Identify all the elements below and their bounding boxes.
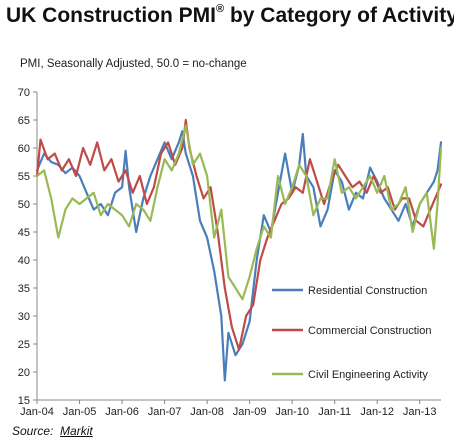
y-tick-label: 45 bbox=[18, 227, 30, 239]
chart-subtitle: PMI, Seasonally Adjusted, 50.0 = no-chan… bbox=[20, 58, 247, 70]
chart-title-suffix: by Category of Activity bbox=[224, 4, 454, 27]
x-tick-label: Jan-09 bbox=[233, 406, 267, 418]
y-tick-label: 60 bbox=[18, 143, 30, 155]
x-tick-label: Jan-07 bbox=[148, 406, 182, 418]
source-name: Markit bbox=[60, 424, 93, 438]
y-tick-label: 65 bbox=[18, 115, 30, 127]
chart-series-lines bbox=[35, 118, 443, 382]
chart-title-text: UK Construction PMI bbox=[6, 4, 216, 27]
x-tick-label: Jan-11 bbox=[318, 406, 351, 418]
x-tick-label: Jan-12 bbox=[360, 406, 394, 418]
registered-mark: ® bbox=[216, 3, 225, 15]
source-label: Source: bbox=[12, 424, 54, 438]
series-line-2 bbox=[35, 118, 443, 351]
series-line-1 bbox=[35, 130, 443, 382]
x-tick-label: Jan-08 bbox=[190, 406, 224, 418]
legend-label: Residential Construction bbox=[308, 285, 427, 297]
x-tick-label: Jan-13 bbox=[403, 406, 437, 418]
source-note: Source: Markit bbox=[12, 424, 93, 438]
chart-legend: Residential Construction Commercial Const… bbox=[272, 285, 431, 381]
legend-label: Civil Engineering Activity bbox=[308, 369, 428, 381]
x-tick-label: Jan-10 bbox=[275, 406, 309, 418]
y-tick-label: 25 bbox=[18, 339, 30, 351]
y-tick-label: 20 bbox=[18, 367, 30, 379]
chart-title: UK Construction PMI® by Category of Acti… bbox=[6, 3, 454, 28]
y-tick-label: 30 bbox=[18, 311, 30, 323]
series-line-3 bbox=[35, 124, 443, 301]
x-tick-label: Jan-04 bbox=[20, 406, 54, 418]
y-tick-label: 15 bbox=[18, 395, 30, 407]
y-tick-label: 50 bbox=[18, 199, 30, 211]
x-tick-label: Jan-06 bbox=[105, 406, 139, 418]
y-tick-label: 70 bbox=[18, 87, 30, 99]
y-tick-label: 55 bbox=[18, 171, 30, 183]
x-tick-label: Jan-05 bbox=[63, 406, 97, 418]
legend-label: Commercial Construction bbox=[308, 325, 431, 337]
y-tick-label: 35 bbox=[18, 283, 30, 295]
chart-axes: 15 20 25 30 35 40 45 50 55 60 65 70 Jan-04 Jan-05 Jan-… bbox=[18, 87, 441, 418]
y-tick-label: 40 bbox=[18, 255, 30, 267]
